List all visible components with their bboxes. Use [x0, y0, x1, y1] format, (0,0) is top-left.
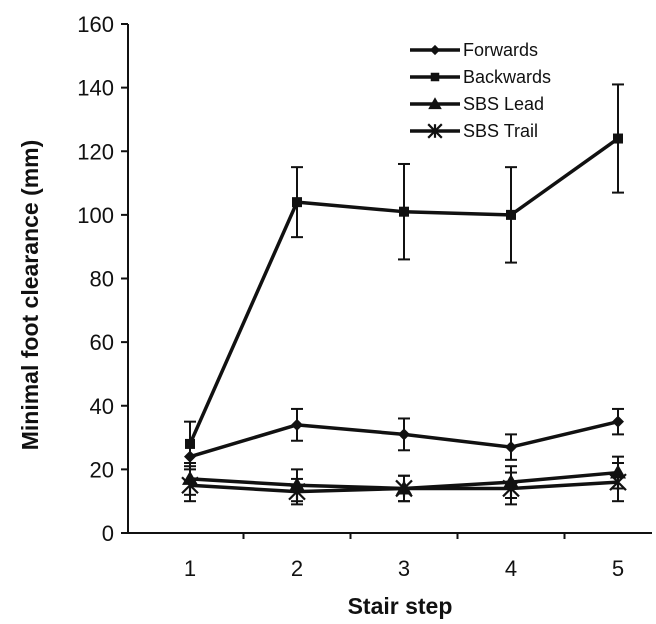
point-forwards-5 — [612, 415, 624, 428]
axes: 0 20 40 60 80 100 120 140 160 1 2 3 4 5 — [77, 12, 652, 581]
x-tick-label-4: 4 — [505, 556, 517, 581]
point-sbs-trail-4 — [502, 479, 520, 498]
series-sbs-trail — [181, 462, 627, 506]
y-tick-label-60: 60 — [90, 330, 114, 355]
series-backwards — [184, 83, 624, 468]
legend-marker-forwards — [429, 44, 441, 56]
legend-label-backwards: Backwards — [463, 67, 551, 87]
legend-item-backwards: Backwards — [410, 67, 551, 87]
x-axis-title: Stair step — [348, 593, 453, 619]
point-sbs-trail-3 — [395, 479, 413, 498]
x-tick-label-3: 3 — [398, 556, 410, 581]
point-backwards-1 — [185, 438, 195, 449]
legend-label-forwards: Forwards — [463, 40, 538, 60]
legend-item-sbs-trail: SBS Trail — [410, 121, 538, 141]
legend-marker-sbs-lead — [428, 97, 442, 110]
y-tick-label-20: 20 — [90, 457, 114, 482]
legend-item-sbs-lead: SBS Lead — [410, 94, 544, 114]
x-tick-label-2: 2 — [291, 556, 303, 581]
legend-marker-sbs-trail — [427, 123, 443, 139]
y-tick-label-0: 0 — [102, 521, 114, 546]
series-layer — [181, 83, 627, 506]
y-tick-label-120: 120 — [77, 139, 114, 164]
y-axis-title: Minimal foot clearance (mm) — [17, 140, 43, 451]
legend-item-forwards: Forwards — [410, 40, 538, 60]
point-backwards-5 — [613, 133, 623, 144]
legend-label-sbs-trail: SBS Trail — [463, 121, 538, 141]
point-sbs-trail-5 — [609, 473, 627, 491]
y-tick-label-160: 160 — [77, 12, 114, 37]
legend-marker-backwards — [430, 72, 440, 82]
series-forwards — [184, 407, 624, 463]
y-tick-label-100: 100 — [77, 203, 114, 228]
y-tick-label-140: 140 — [77, 76, 114, 101]
point-forwards-3 — [398, 428, 410, 441]
y-tick-label-80: 80 — [90, 267, 114, 292]
point-forwards-4 — [505, 441, 517, 454]
legend: Forwards Backwards SBS Lead SBS Trail — [410, 40, 551, 141]
point-sbs-trail-1 — [181, 476, 199, 495]
x-tick-label-5: 5 — [612, 556, 624, 581]
point-backwards-2 — [292, 197, 302, 208]
point-sbs-trail-2 — [288, 482, 306, 501]
legend-label-sbs-lead: SBS Lead — [463, 94, 544, 114]
point-backwards-4 — [506, 209, 516, 220]
y-tick-label-40: 40 — [90, 394, 114, 419]
point-backwards-3 — [399, 206, 409, 217]
point-forwards-2 — [291, 418, 303, 431]
x-tick-label-1: 1 — [184, 556, 196, 581]
